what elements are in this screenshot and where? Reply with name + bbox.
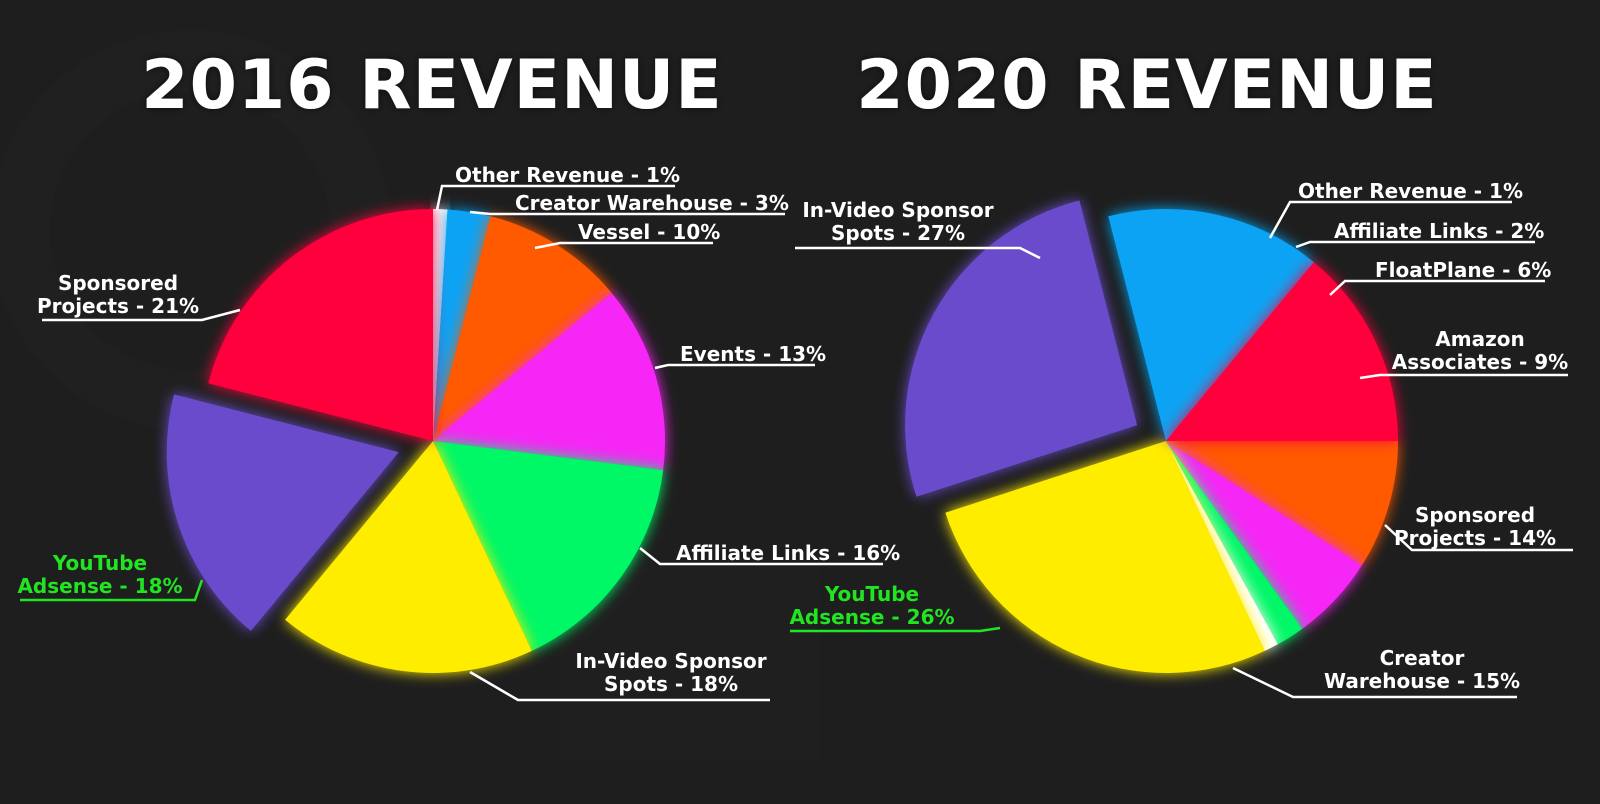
slice-2016-creator-warehouse-3 <box>433 209 491 441</box>
label-line: Creator Warehouse - 3% <box>515 191 789 215</box>
label-line: Events - 13% <box>680 342 826 366</box>
leader-2016-7 <box>42 308 241 322</box>
label-2016-affiliate-links-16: Affiliate Links - 16% <box>676 541 900 565</box>
slice-2020-amazon-associates-9 <box>1166 441 1398 566</box>
label-line: Affiliate Links - 16% <box>676 541 900 565</box>
leader-2016-4 <box>639 547 883 566</box>
leader-2016-2 <box>534 241 713 250</box>
label-line: Projects - 14% <box>1394 526 1556 550</box>
label-2016-youtube-adsense-18: YouTube Adsense - 18% <box>17 551 182 598</box>
leader-2020-5 <box>790 626 1001 633</box>
label-line: Spots - 18% <box>604 672 738 696</box>
slice-2016-youtube-adsense-18 <box>166 394 399 631</box>
label-line: Affiliate Links - 2% <box>1334 219 1544 243</box>
label-line: Spots - 27% <box>831 221 965 245</box>
label-line: Amazon <box>1435 327 1524 351</box>
pie-chart-2020 <box>905 200 1398 673</box>
label-2020-floatplane-6: FloatPlane - 6% <box>1375 258 1551 282</box>
label-2020-amazon-associates-9: Amazon Associates - 9% <box>1392 327 1568 374</box>
slice-2016-sponsored-projects-21 <box>208 209 433 441</box>
label-line: Associates - 9% <box>1392 350 1568 374</box>
label-2020-sponsored-projects-14: Sponsored Projects - 14% <box>1394 503 1556 550</box>
leader-2016-0 <box>435 184 675 211</box>
leader-2020-6 <box>1232 666 1517 699</box>
label-2020-in-video-sponsor-spots-27: In-Video Sponsor Spots - 27% <box>802 198 993 245</box>
slice-2020-affiliate-links-2 <box>1166 441 1303 645</box>
label-2020-youtube-adsense-26: YouTube Adsense - 26% <box>789 582 954 629</box>
slice-2020-in-video-sponsor-spots-27 <box>945 441 1265 673</box>
slice-2016-other-revenue-1 <box>433 209 448 441</box>
leader-2016-3 <box>654 363 815 370</box>
label-2016-events-13: Events - 13% <box>680 342 826 366</box>
label-leader-lines <box>20 184 1573 702</box>
slice-labels: Other Revenue - 1% Creator Warehouse - 3%… <box>17 163 1568 696</box>
leader-2016-5 <box>469 670 770 702</box>
label-2016-creator-warehouse-3: Creator Warehouse - 3% <box>515 191 789 215</box>
label-2020-creator-warehouse-15: Creator Warehouse - 15% <box>1324 646 1520 693</box>
slice-2020-other-revenue-1 <box>1166 441 1278 651</box>
label-2016-in-video-sponsor-spots-18: In-Video Sponsor Spots - 18% <box>575 649 766 696</box>
label-2020-other-revenue-1: Other Revenue - 1% <box>1298 179 1523 203</box>
slice-2020-creator-warehouse-15 <box>1108 209 1314 441</box>
leader-2020-4 <box>795 246 1041 260</box>
label-line: Adsense - 18% <box>17 574 182 598</box>
label-line: In-Video Sponsor <box>575 649 766 673</box>
label-line: Other Revenue - 1% <box>1298 179 1523 203</box>
label-2020-affiliate-links-2: Affiliate Links - 2% <box>1334 219 1544 243</box>
slice-2016-in-video-sponsor-spots-18 <box>285 441 532 674</box>
slice-2016-vessel-10 <box>433 216 612 441</box>
leader-2020-3 <box>1268 200 1512 239</box>
slice-2020-floatplane-6 <box>1166 441 1362 629</box>
slice-2020-sponsored-projects-14 <box>1166 262 1398 441</box>
leader-2016-6 <box>20 579 204 602</box>
label-line: Creator <box>1380 646 1465 670</box>
label-line: Sponsored <box>58 271 178 295</box>
slice-2016-events-13 <box>433 293 665 471</box>
leader-2016-1 <box>469 210 785 216</box>
label-line: Projects - 21% <box>37 294 199 318</box>
chart-title-2016: 2016 REVENUE <box>141 46 722 125</box>
label-line: In-Video Sponsor <box>802 198 993 222</box>
label-2016-vessel-10: Vessel - 10% <box>578 220 720 244</box>
leader-2020-1 <box>1329 279 1545 296</box>
label-line: FloatPlane - 6% <box>1375 258 1551 282</box>
leader-2020-7 <box>1384 524 1573 552</box>
label-line: Vessel - 10% <box>578 220 720 244</box>
label-line: Adsense - 26% <box>789 605 954 629</box>
label-line: YouTube <box>824 582 919 606</box>
label-line: Warehouse - 15% <box>1324 669 1520 693</box>
label-line: YouTube <box>52 551 147 575</box>
leader-2020-0 <box>1359 373 1568 380</box>
label-line: Sponsored <box>1415 503 1535 527</box>
slice-2020-youtube-adsense-26 <box>905 200 1138 497</box>
pie-chart-2016 <box>166 209 665 674</box>
label-2016-sponsored-projects-21: Sponsored Projects - 21% <box>37 271 199 318</box>
label-2016-other-revenue-1: Other Revenue - 1% <box>455 163 680 187</box>
label-line: Other Revenue - 1% <box>455 163 680 187</box>
chart-title-2020: 2020 REVENUE <box>856 46 1437 125</box>
leader-2020-2 <box>1295 240 1535 249</box>
slice-2016-affiliate-links-16 <box>433 441 664 651</box>
